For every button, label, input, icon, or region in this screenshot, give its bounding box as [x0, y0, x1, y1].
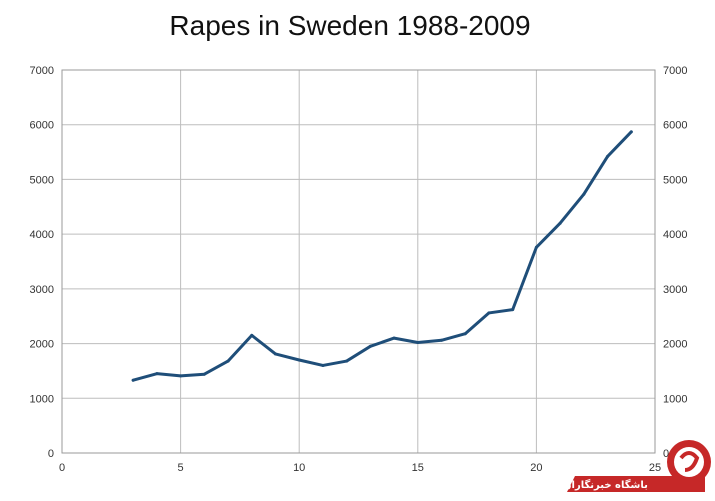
y-tick-label-right: 7000 [663, 65, 687, 77]
data-point [440, 338, 444, 342]
y-tick-label-right: 1000 [663, 393, 687, 405]
data-point [487, 311, 491, 315]
y-tick-label-right: 6000 [663, 120, 687, 132]
y-tick-label-left: 1000 [30, 393, 54, 405]
x-tick-label: 10 [293, 462, 305, 474]
data-point [345, 359, 349, 363]
data-point [463, 332, 467, 336]
y-tick-label-left: 3000 [30, 284, 54, 296]
plot-frame [61, 69, 656, 454]
chart-title: Rapes in Sweden 1988-2009 [169, 10, 531, 41]
data-point [297, 358, 301, 362]
data-point [273, 352, 277, 356]
y-tick-label-left: 7000 [30, 65, 54, 77]
data-point [226, 359, 230, 363]
data-point [321, 363, 325, 367]
data-point [582, 192, 586, 196]
y-axis-right-ticks: 0 1000 2000 3000 4000 5000 6000 7000 [663, 65, 687, 460]
data-point [534, 245, 538, 249]
grid-lines [61, 69, 656, 454]
x-tick-label: 0 [59, 462, 65, 474]
data-point [155, 372, 159, 376]
data-point [392, 336, 396, 340]
y-axis-left-ticks: 0 1000 2000 3000 4000 5000 6000 7000 [30, 65, 54, 460]
data-point [131, 378, 135, 382]
data-point [368, 344, 372, 348]
x-tick-label: 15 [412, 462, 424, 474]
watermark-banner [567, 476, 705, 492]
data-point [511, 308, 515, 312]
y-tick-label-left: 4000 [30, 229, 54, 241]
series-layer [131, 130, 633, 382]
data-point [179, 374, 183, 378]
x-axis-ticks: 0 5 10 15 20 25 [59, 462, 661, 474]
y-tick-label-right: 4000 [663, 229, 687, 241]
y-tick-label-right: 2000 [663, 339, 687, 351]
y-tick-label-left: 2000 [30, 339, 54, 351]
y-tick-label-right: 5000 [663, 174, 687, 186]
watermark-logo: باشگاه خبرنگاران [555, 436, 715, 496]
watermark-swirl-icon [679, 451, 700, 472]
y-tick-label-right: 3000 [663, 284, 687, 296]
y-tick-label-right: 0 [663, 448, 669, 460]
data-point [416, 340, 420, 344]
y-tick-label-left: 5000 [30, 174, 54, 186]
data-point [629, 130, 633, 134]
data-point [606, 154, 610, 158]
x-tick-label: 20 [530, 462, 542, 474]
x-tick-label: 5 [178, 462, 184, 474]
data-point [558, 221, 562, 225]
series-line [131, 130, 633, 382]
watermark-shape [567, 440, 711, 492]
watermark-text: باشگاه خبرنگاران [563, 480, 648, 491]
y-tick-label-left: 6000 [30, 120, 54, 132]
data-point [202, 372, 206, 376]
x-tick-label: 25 [649, 462, 661, 474]
y-tick-label-left: 0 [48, 448, 54, 460]
data-point [250, 333, 254, 337]
